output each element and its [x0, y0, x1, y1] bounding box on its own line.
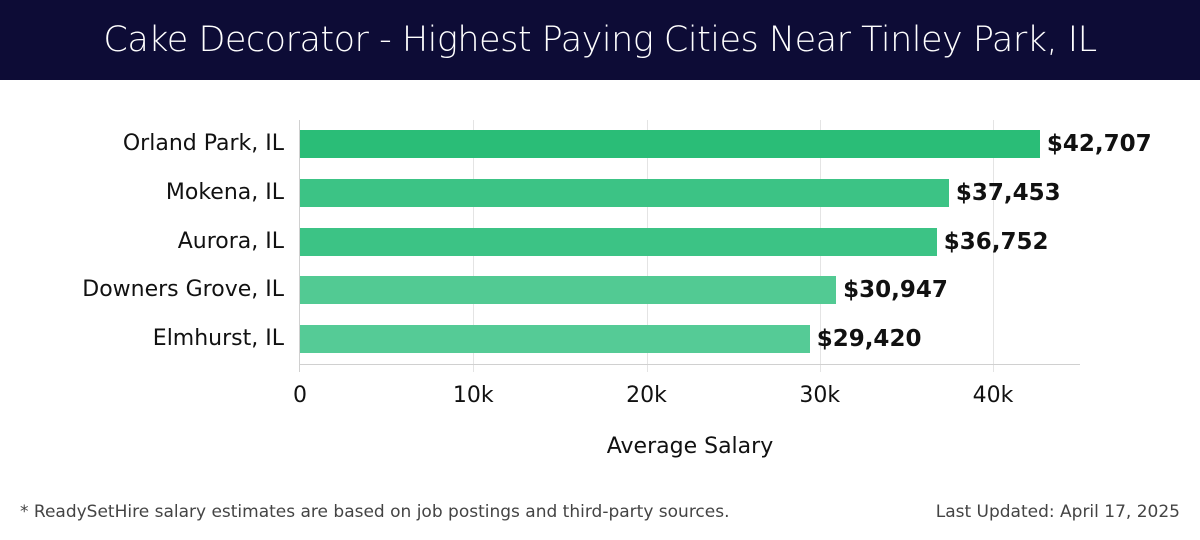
footnote: * ReadySetHire salary estimates are base…: [20, 502, 730, 522]
x-axis-line: [299, 364, 1080, 365]
gridline: [993, 120, 994, 372]
x-tick-label: 20k: [626, 383, 667, 408]
x-axis-label: Average Salary: [606, 434, 774, 459]
bar: [300, 179, 949, 207]
title-banner: Cake Decorator - Highest Paying Cities N…: [0, 0, 1200, 80]
bar: [300, 325, 810, 353]
bar: [300, 276, 837, 304]
x-tick-label: 10k: [452, 383, 494, 408]
chart-title: Cake Decorator - Highest Paying Cities N…: [103, 20, 1097, 60]
value-label: $30,947: [843, 277, 948, 303]
bar: [300, 228, 937, 256]
value-label: $29,420: [816, 326, 922, 352]
value-label: $37,453: [955, 180, 1061, 206]
bar: [300, 130, 1040, 158]
x-tick-label: 40k: [972, 383, 1014, 408]
category-label: Orland Park, IL: [122, 131, 284, 156]
category-label: Elmhurst, IL: [152, 326, 284, 351]
value-label: $42,707: [1046, 131, 1152, 157]
x-tick-label: 0: [293, 383, 307, 408]
x-tick-label: 30k: [799, 383, 841, 408]
last-updated: Last Updated: April 17, 2025: [935, 502, 1180, 522]
y-axis-line: [299, 120, 300, 372]
category-label: Downers Grove, IL: [82, 277, 284, 302]
category-label: Aurora, IL: [177, 229, 284, 254]
value-label: $36,752: [943, 229, 1049, 255]
category-label: Mokena, IL: [165, 180, 284, 205]
